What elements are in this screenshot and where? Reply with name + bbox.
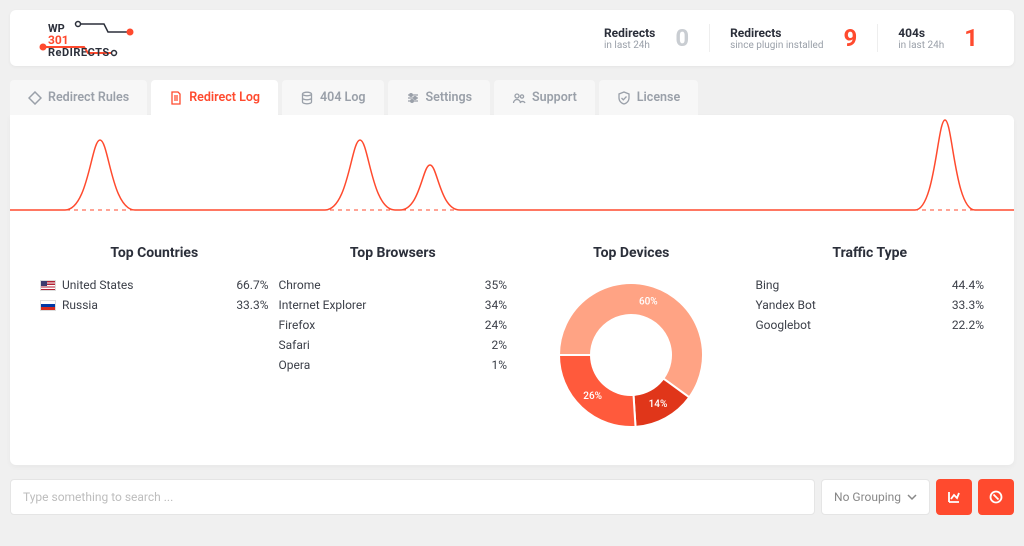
list-item: Internet Explorer 34% — [279, 295, 508, 315]
summary-cards: Top Countries United States 66.7% Russia 33… — [10, 235, 1014, 455]
grouping-select[interactable]: No Grouping — [821, 479, 930, 515]
devices-donut-chart: 60% 14% 26% — [551, 275, 711, 435]
plugin-logo: WP 301 ReDIRECTS — [26, 18, 136, 58]
tab-bar: Redirect Rules Redirect Log 404 Log Setting… — [10, 80, 1014, 115]
row-pct: 33.3% — [236, 298, 268, 312]
header-stats: Redirectsin last 24h0Redirectssince plug… — [584, 24, 998, 52]
row-label: Opera — [279, 358, 311, 372]
row-pct: 2% — [491, 338, 507, 352]
svg-text:14%: 14% — [649, 399, 668, 410]
chevron-down-icon — [907, 492, 917, 502]
list-item: Googlebot 22.2% — [756, 315, 985, 335]
sparkline-chart — [10, 115, 1014, 235]
tab-label: 404 Log — [320, 90, 365, 105]
stat-title: 404s — [898, 26, 944, 40]
row-pct: 44.4% — [952, 278, 984, 292]
list-item: Yandex Bot 33.3% — [756, 295, 985, 315]
row-label: Russia — [40, 298, 98, 312]
tab-404-log[interactable]: 404 Log — [282, 80, 383, 115]
top-bar: WP 301 ReDIRECTS Redirectsin last 24h0Re… — [10, 10, 1014, 66]
stat-title: Redirects — [730, 26, 823, 40]
row-pct: 24% — [485, 318, 507, 332]
stat-value: 9 — [843, 24, 857, 52]
row-pct: 35% — [485, 278, 507, 292]
tab-label: Settings — [426, 90, 473, 105]
row-pct: 1% — [491, 358, 507, 372]
list-item: Bing 44.4% — [756, 275, 985, 295]
tab-redirect-log[interactable]: Redirect Log — [151, 80, 278, 115]
row-pct: 34% — [485, 298, 507, 312]
sliders-icon — [406, 91, 420, 105]
stat-value: 1 — [964, 24, 978, 52]
stat-0: Redirectsin last 24h 0 — [584, 24, 709, 52]
list-item: Firefox 24% — [279, 315, 508, 335]
diamond-icon — [28, 91, 42, 105]
list-item: Safari 2% — [279, 335, 508, 355]
stat-value: 0 — [675, 24, 689, 52]
svg-text:60%: 60% — [639, 297, 658, 308]
row-label: Internet Explorer — [279, 298, 367, 312]
grouping-label: No Grouping — [834, 490, 901, 504]
list-item: Chrome 35% — [279, 275, 508, 295]
row-label: Chrome — [279, 278, 321, 292]
row-label: Firefox — [279, 318, 316, 332]
card-title: Traffic Type — [756, 245, 985, 261]
stat-subtitle: in last 24h — [604, 40, 655, 51]
top-devices-card: Top Devices 60% 14% 26% — [517, 245, 746, 435]
tab-license[interactable]: License — [599, 80, 698, 115]
row-pct: 66.7% — [236, 278, 268, 292]
tab-support[interactable]: Support — [494, 80, 595, 115]
row-label: Safari — [279, 338, 310, 352]
list-item: Opera 1% — [279, 355, 508, 375]
people-icon — [512, 91, 526, 105]
traffic-type-card: Traffic Type Bing 44.4% Yandex Bot 33.3% Goo… — [756, 245, 985, 435]
db-icon — [300, 91, 314, 105]
search-input[interactable] — [10, 479, 815, 515]
row-label: Googlebot — [756, 318, 811, 332]
tab-label: License — [637, 90, 680, 105]
card-title: Top Countries — [40, 245, 269, 261]
stat-title: Redirects — [604, 26, 655, 40]
stat-subtitle: since plugin installed — [730, 40, 823, 51]
tab-label: Redirect Log — [189, 90, 260, 105]
top-browsers-card: Top Browsers Chrome 35% Internet Explorer 3… — [279, 245, 508, 435]
row-pct: 22.2% — [952, 318, 984, 332]
logo-301: 301 — [48, 33, 69, 47]
tab-settings[interactable]: Settings — [388, 80, 491, 115]
tab-label: Redirect Rules — [48, 90, 129, 105]
tab-redirect-rules[interactable]: Redirect Rules — [10, 80, 147, 115]
stat-1: Redirectssince plugin installed 9 — [709, 24, 877, 52]
row-pct: 33.3% — [952, 298, 984, 312]
main-panel: Top Countries United States 66.7% Russia 33… — [10, 115, 1014, 465]
stat-2: 404sin last 24h 1 — [877, 24, 998, 52]
card-title: Top Browsers — [279, 245, 508, 261]
logo-redirects: ReDIRECTS — [48, 46, 110, 58]
row-label: United States — [40, 278, 133, 292]
list-item: United States 66.7% — [40, 275, 269, 295]
search-bar: No Grouping — [10, 479, 1014, 515]
row-label: Yandex Bot — [756, 298, 816, 312]
stat-subtitle: in last 24h — [898, 40, 944, 51]
card-title: Top Devices — [517, 245, 746, 261]
svg-text:26%: 26% — [584, 391, 603, 402]
top-countries-card: Top Countries United States 66.7% Russia 33… — [40, 245, 269, 435]
chart-toggle-button[interactable] — [936, 479, 972, 515]
tab-label: Support — [532, 90, 577, 105]
doc-icon — [169, 91, 183, 105]
row-label: Bing — [756, 278, 780, 292]
shield-icon — [617, 91, 631, 105]
list-item: Russia 33.3% — [40, 295, 269, 315]
reset-button[interactable] — [978, 479, 1014, 515]
